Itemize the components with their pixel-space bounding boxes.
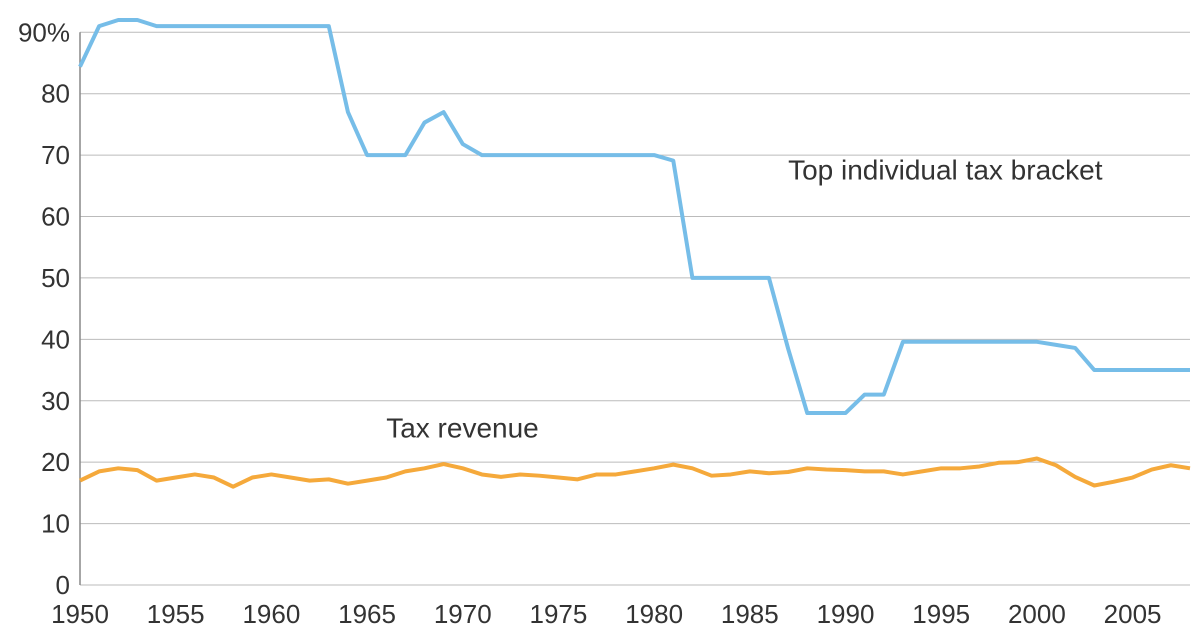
x-tick-label: 1955 xyxy=(147,599,205,629)
chart-svg: 0 10 20 30 40 50 60 70 80 90% 1950 1955 1960 1965 1970… xyxy=(0,0,1200,630)
tax-chart: 0 10 20 30 40 50 60 70 80 90% 1950 1955 1960 1965 1970… xyxy=(0,0,1200,630)
x-tick-label: 1960 xyxy=(242,599,300,629)
y-tick-label: 70 xyxy=(41,140,70,170)
y-tick-label: 30 xyxy=(41,386,70,416)
x-tick-label: 1995 xyxy=(912,599,970,629)
chart-bg xyxy=(0,0,1200,630)
y-tick-label: 60 xyxy=(41,202,70,232)
x-tick-label: 2005 xyxy=(1104,599,1162,629)
x-tick-label: 1950 xyxy=(51,599,109,629)
y-tick-label: 50 xyxy=(41,263,70,293)
label-top-bracket: Top individual tax bracket xyxy=(788,155,1103,186)
y-tick-label: 10 xyxy=(41,509,70,539)
y-tick-label: 80 xyxy=(41,79,70,109)
x-tick-label: 1990 xyxy=(817,599,875,629)
x-tick-label: 2000 xyxy=(1008,599,1066,629)
x-tick-label: 1980 xyxy=(625,599,683,629)
x-tick-label: 1985 xyxy=(721,599,779,629)
y-tick-label: 0 xyxy=(56,570,70,600)
x-tick-label: 1965 xyxy=(338,599,396,629)
y-tick-label: 20 xyxy=(41,447,70,477)
y-tick-label: 40 xyxy=(41,324,70,354)
x-tick-label: 1975 xyxy=(530,599,588,629)
y-tick-label: 90% xyxy=(18,17,70,47)
x-tick-label: 1970 xyxy=(434,599,492,629)
label-tax-revenue: Tax revenue xyxy=(386,413,539,444)
